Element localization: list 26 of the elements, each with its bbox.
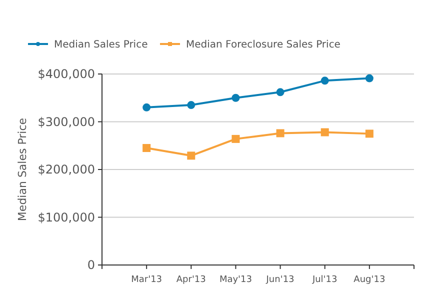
x-tick-label: May'13	[219, 275, 252, 285]
point	[187, 101, 196, 110]
point	[187, 152, 196, 160]
point	[320, 128, 329, 136]
y-tick-label: $100,000	[38, 210, 95, 224]
y-tick-label: 0	[87, 258, 95, 272]
point	[276, 129, 284, 138]
point	[232, 94, 240, 102]
x-tick-label: Apr'13	[176, 275, 206, 285]
y-tick-label: $400,000	[38, 67, 95, 82]
point	[365, 74, 374, 82]
point	[365, 130, 374, 138]
x-tick-label: Aug'13	[354, 275, 386, 285]
legend-label: Median Sales Price	[54, 40, 148, 50]
point	[320, 76, 329, 85]
point	[276, 88, 284, 96]
x-tick-label: Jul'13	[311, 275, 338, 285]
point	[142, 144, 151, 152]
legend-label: Median Foreclosure Sales Price	[186, 40, 340, 50]
point	[232, 134, 240, 143]
x-tick-label: Jun'13	[265, 275, 294, 285]
x-tick-label: Mar'13	[131, 275, 162, 285]
y-tick-label: $300,000	[38, 114, 95, 129]
y-axis-title: Median Sales Price	[16, 118, 29, 222]
point	[142, 103, 151, 112]
y-tick-label: $200,000	[38, 162, 95, 177]
